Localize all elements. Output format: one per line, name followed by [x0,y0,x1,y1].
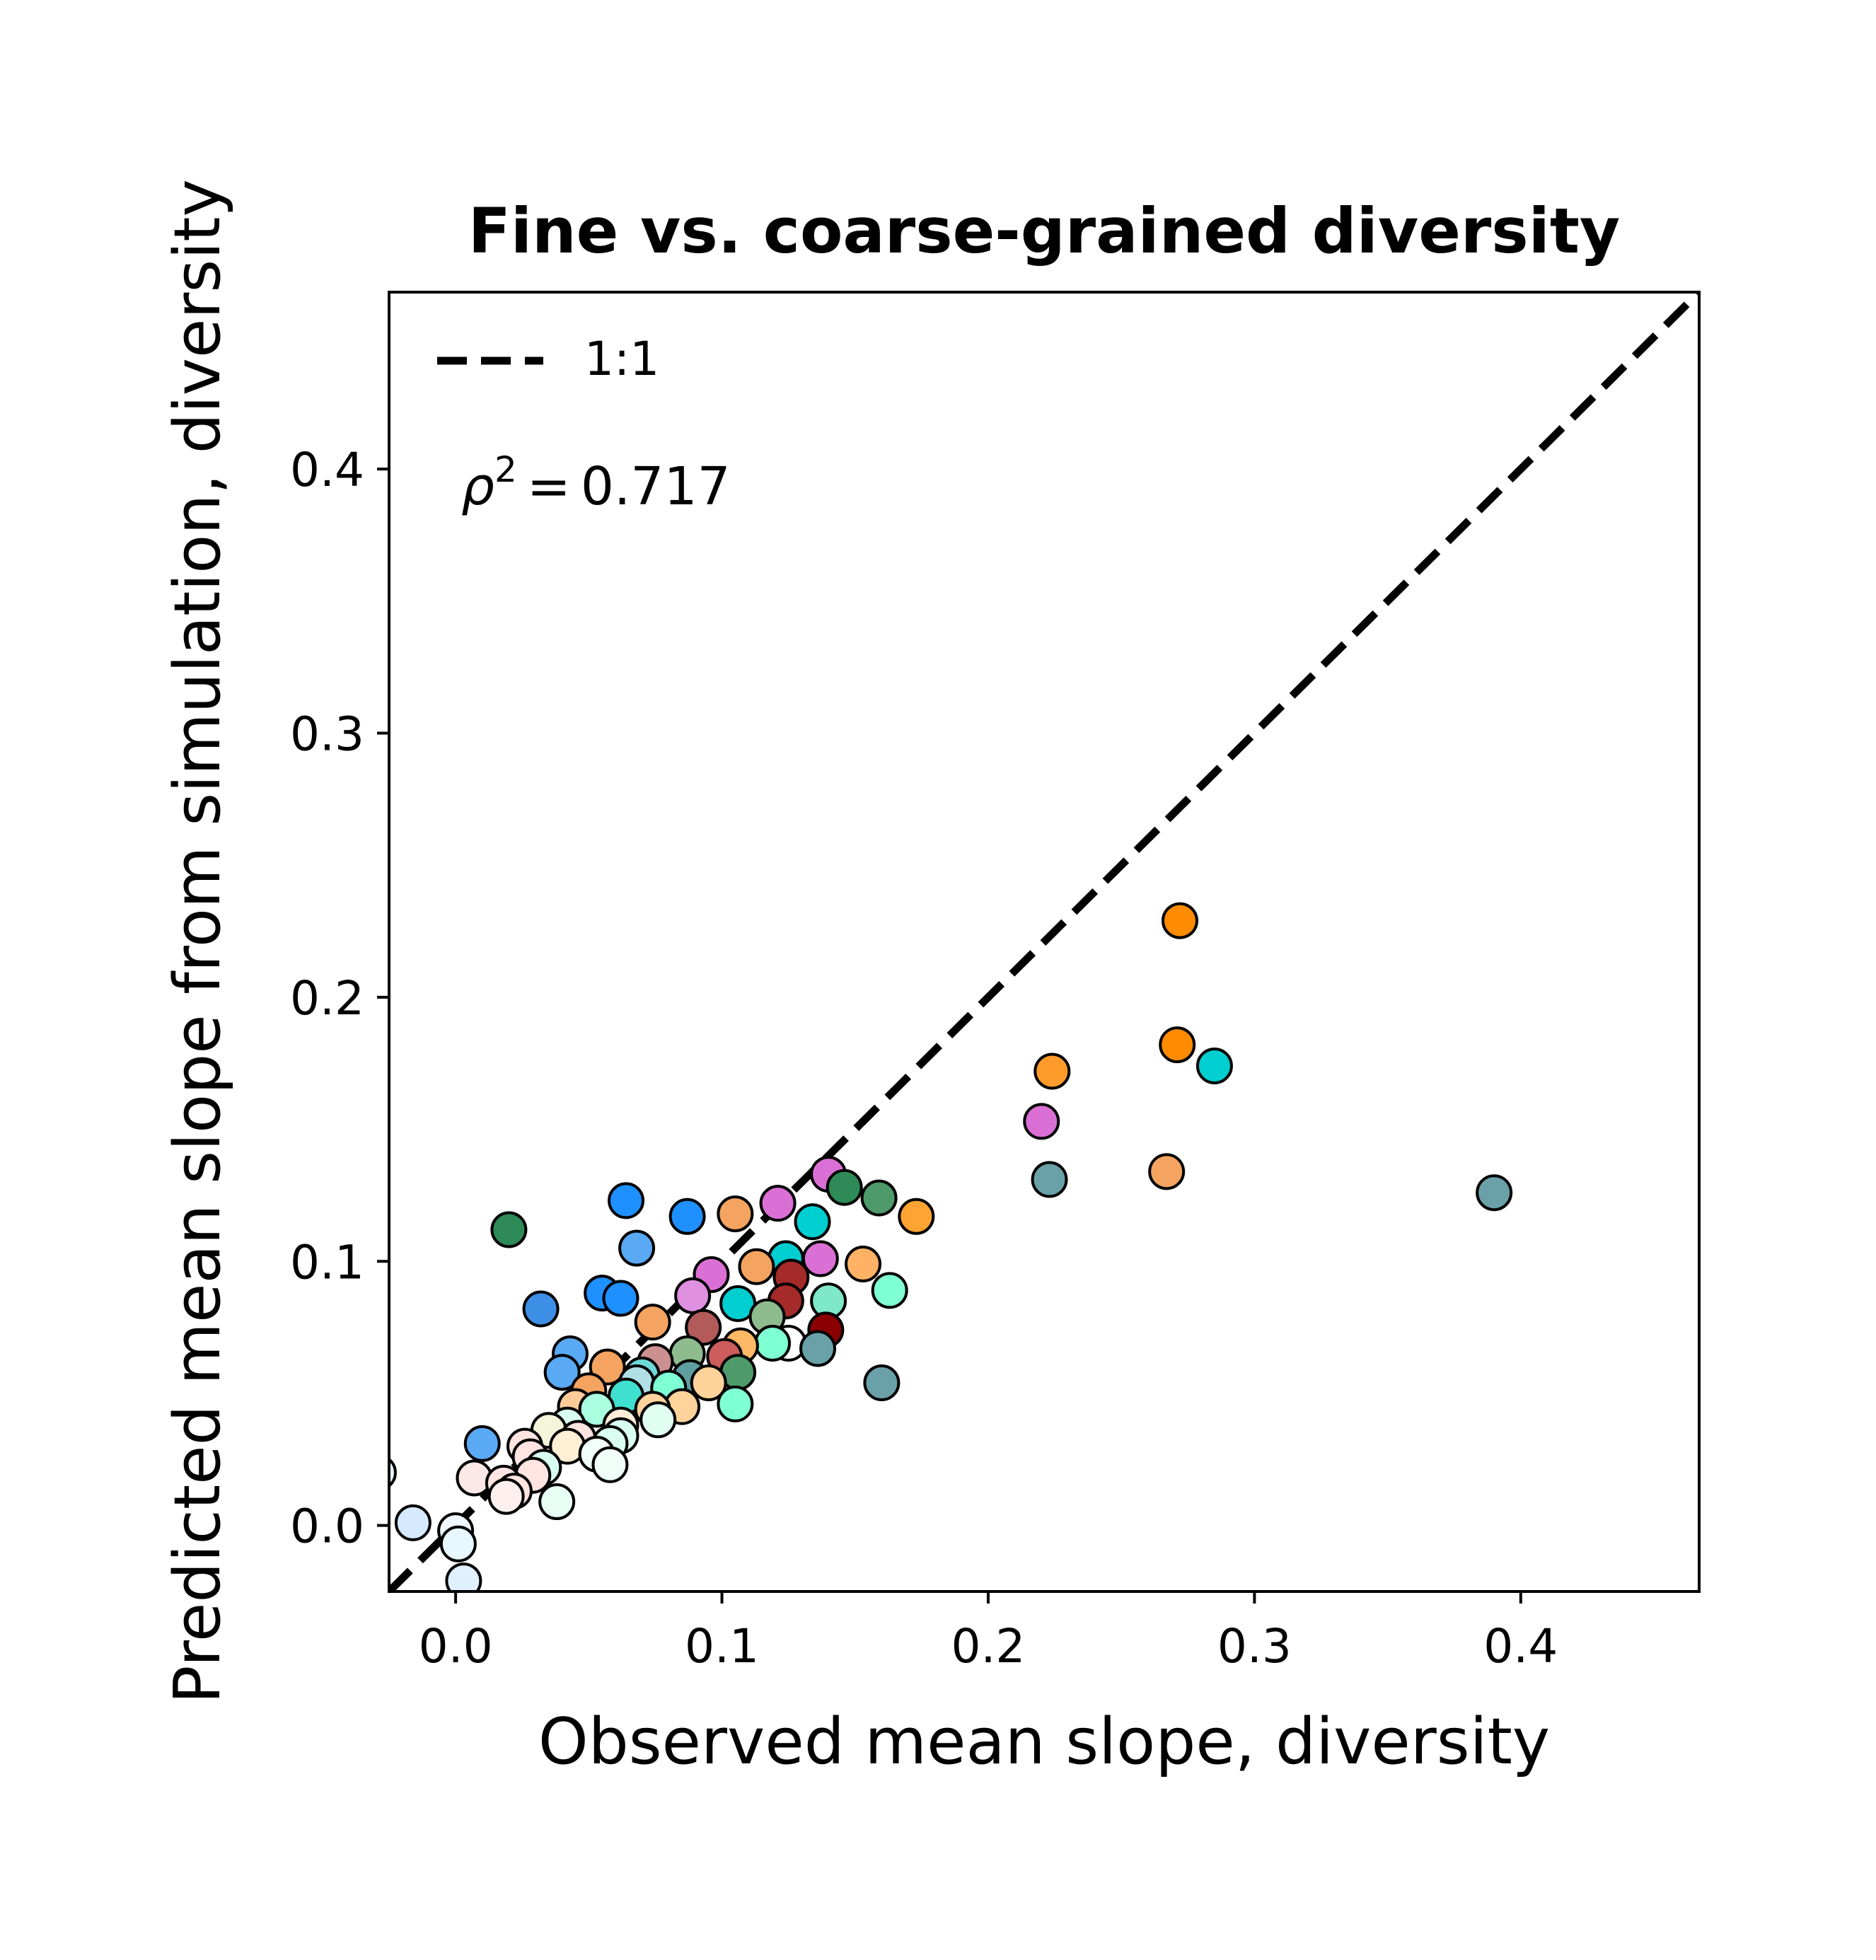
data-point [685,1309,722,1346]
data-point [487,1478,525,1515]
data-point [674,1277,712,1314]
y-axis-label: Predicted mean slope from simulation, di… [161,179,235,1704]
data-point [522,1290,560,1328]
data-point [1148,1153,1186,1190]
x-tick-label: 0.2 [951,1619,1025,1674]
data-point [1033,1053,1071,1090]
x-axis-label: Observed mean slope, diversity [538,1705,1550,1779]
data-point [801,1240,839,1277]
data-point [602,1280,639,1317]
data-point [490,1211,528,1248]
rho-superscript: 2 [494,449,517,490]
data-point [439,1525,477,1562]
data-point [591,1446,629,1483]
data-point [754,1325,792,1362]
data-point [668,1198,706,1235]
data-point [690,1364,727,1402]
data-points [389,902,1513,1591]
data-point [759,1185,797,1222]
data-point [794,1203,831,1241]
data-point [898,1198,935,1235]
data-point [445,1562,482,1591]
x-tick-label: 0.0 [419,1619,493,1674]
legend-label: 1:1 [584,332,659,386]
y-tick-label: 0.0 [290,1500,364,1554]
data-point [871,1272,908,1309]
x-tick-label: 0.1 [685,1619,759,1674]
data-point [608,1182,645,1219]
rho-squared-annotation: ρ2 = 0.717 [461,449,731,517]
rho-symbol: ρ [461,456,494,517]
data-point [717,1195,754,1233]
data-point [389,1457,397,1488]
data-point [1159,1026,1196,1064]
data-point [1031,1161,1068,1198]
equals-sign: = [527,456,571,517]
data-point [1476,1174,1513,1212]
x-tick-label: 0.4 [1483,1619,1558,1674]
y-tick-label: 0.4 [290,443,364,497]
data-point [1195,1047,1233,1084]
data-point [863,1364,901,1402]
data-point [1023,1103,1060,1140]
data-point [639,1401,677,1439]
y-axis-ticks: 0.0 0.1 0.2 0.3 0.4 [290,443,389,1554]
y-tick-label: 0.1 [290,1235,364,1289]
data-point [717,1385,754,1422]
legend: 1:1 [437,332,659,386]
x-tick-label: 0.3 [1217,1619,1292,1674]
data-point [799,1330,837,1367]
data-point [463,1425,501,1462]
data-point [1161,902,1198,939]
data-point [618,1229,656,1267]
data-point [826,1169,863,1206]
plot-frame [388,291,1701,1593]
y-tick-label: 0.2 [290,971,364,1026]
data-point [394,1504,432,1541]
data-point [634,1304,671,1341]
data-point [738,1248,775,1285]
data-point [543,1354,581,1391]
data-point [860,1179,898,1217]
x-axis-ticks: 0.0 0.1 0.2 0.3 0.4 [419,1591,1558,1674]
rho-value: 0.717 [581,456,731,517]
data-point [538,1483,576,1521]
chart-title: Fine vs. coarse-grained diversity [468,195,1621,267]
data-point [845,1246,882,1283]
y-tick-label: 0.3 [290,707,364,762]
